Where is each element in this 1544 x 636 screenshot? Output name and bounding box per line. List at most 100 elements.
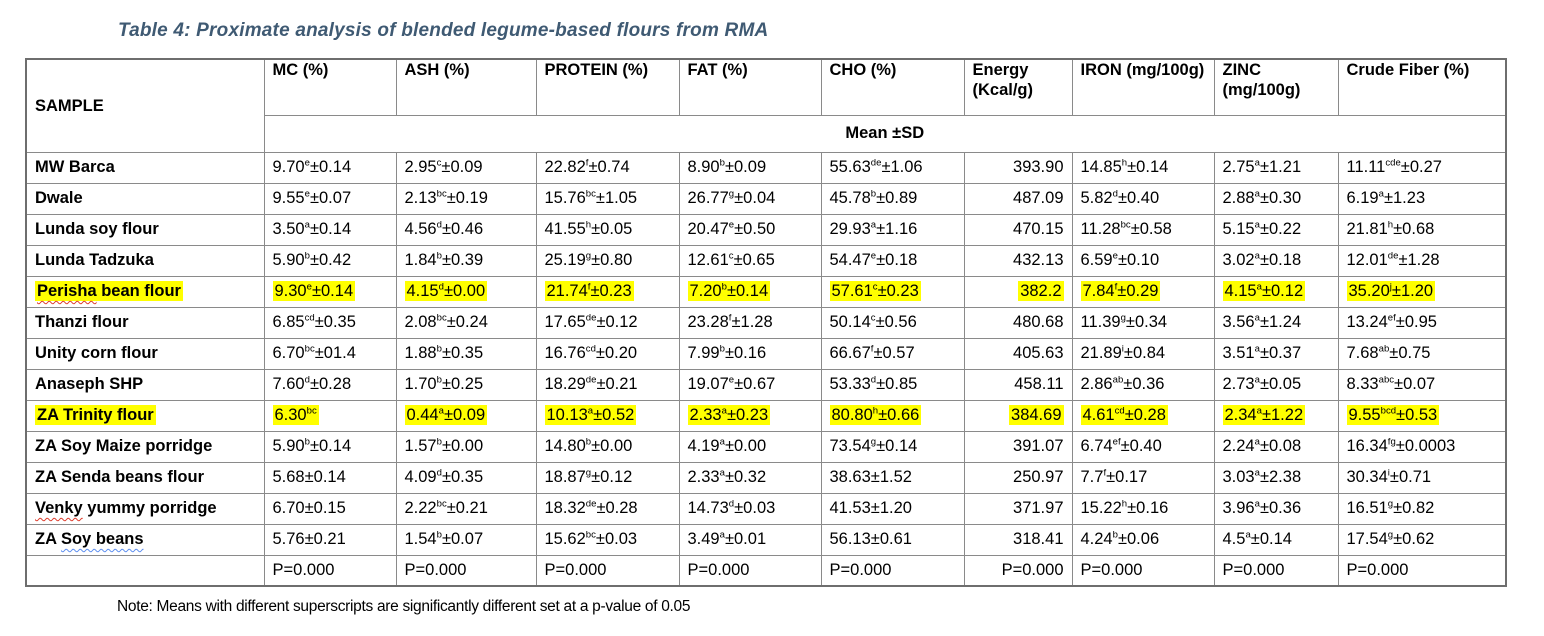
table-cell: 2.88a±0.30 — [1213, 182, 1339, 215]
table-cell: 38.63±1.52 — [820, 461, 965, 494]
table-cell: 16.76cd±0.20 — [535, 337, 680, 370]
table-cell: 2.08bc±0.24 — [395, 306, 537, 339]
table-cell: 17.65de±0.12 — [535, 306, 680, 339]
table-head: SAMPLE MC (%) ASH (%) PROTEIN (%) FAT (%) CHO… — [25, 58, 1507, 153]
table-cell: 3.50a±0.14 — [263, 213, 397, 246]
table-cell: 9.55e±0.07 — [263, 182, 397, 215]
sample-name-segment: Unity corn flour — [35, 344, 158, 362]
sample-name-segment: yummy porridge — [82, 499, 217, 517]
table-cell: 0.44a±0.09 — [395, 399, 537, 432]
table-row: Lunda Tadzuka 5.90b±0.42 1.84b±0.39 25.19g±… — [25, 244, 1507, 277]
column-header: MC (%) — [263, 58, 397, 116]
table-cell: 15.62bc±0.03 — [535, 523, 680, 556]
table-cell: 405.63 — [963, 337, 1073, 370]
table-cell: 10.13a±0.52 — [535, 399, 680, 432]
table-cell: 2.33a±0.23 — [678, 399, 822, 432]
table-cell: 35.20j±1.20 — [1337, 275, 1507, 308]
table-cell: 56.13±0.61 — [820, 523, 965, 556]
table-cell: 458.11 — [963, 368, 1073, 401]
sample-name-segment: Lunda Tadzuka — [35, 251, 154, 269]
p-value-cell: P=0.000 — [1213, 554, 1339, 587]
sample-name-segment: Dwale — [35, 189, 83, 207]
table-cell: 4.15d±0.00 — [395, 275, 537, 308]
table-cell: 16.34fg±0.0003 — [1337, 430, 1507, 463]
p-value-cell: P=0.000 — [820, 554, 965, 587]
table-cell: 371.97 — [963, 492, 1073, 525]
table-cell: 432.13 — [963, 244, 1073, 277]
column-header: CHO (%) — [820, 58, 965, 116]
sample-name-segment: Anaseph SHP — [35, 375, 144, 393]
sample-cell-empty — [25, 554, 265, 587]
sample-cell: Unity corn flour — [25, 337, 265, 370]
table-cell: 4.5a±0.14 — [1213, 523, 1339, 556]
table-cell: 4.61cd±0.28 — [1071, 399, 1215, 432]
table-cell: 5.68±0.14 — [263, 461, 397, 494]
table-cell: 2.73a±0.05 — [1213, 368, 1339, 401]
table-row: Perisha bean flour 9.30e±0.14 4.15d±0.00 21… — [25, 275, 1507, 308]
table-cell: 3.56a±1.24 — [1213, 306, 1339, 339]
sample-name-segment: bean flour — [96, 282, 181, 300]
subheader-row: Mean ±SD — [26, 114, 1507, 153]
column-header: IRON (mg/100g) — [1071, 58, 1215, 116]
table-cell: 18.32de±0.28 — [535, 492, 680, 525]
table-cell: 8.33abc±0.07 — [1337, 368, 1507, 401]
sample-cell: Anaseph SHP — [25, 368, 265, 401]
table-cell: 14.80b±0.00 — [535, 430, 680, 463]
table-cell: 7.20b±0.14 — [678, 275, 822, 308]
table-cell: 391.07 — [963, 430, 1073, 463]
table-cell: 8.90b±0.09 — [678, 151, 822, 184]
table-cell: 25.19g±0.80 — [535, 244, 680, 277]
table-cell: 21.89i±0.84 — [1071, 337, 1215, 370]
table-row: Dwale 9.55e±0.07 2.13bc±0.19 15.76bc±1.05 26… — [25, 182, 1507, 215]
sample-cell: Venky yummy porridge — [25, 492, 265, 525]
table-cell: 7.7f±0.17 — [1071, 461, 1215, 494]
table-cell: 5.90b±0.14 — [263, 430, 397, 463]
table-cell: 21.81h±0.68 — [1337, 213, 1507, 246]
table-note: Note: Means with different superscripts … — [117, 598, 691, 615]
p-value-cell: P=0.000 — [395, 554, 537, 587]
table-cell: 2.34a±1.22 — [1213, 399, 1339, 432]
table-cell: 6.70bc±01.4 — [263, 337, 397, 370]
table-cell: 15.22h±0.16 — [1071, 492, 1215, 525]
table-cell: 13.24ef±0.95 — [1337, 306, 1507, 339]
table-row: Venky yummy porridge 6.70±0.15 2.22bc±0.21… — [25, 492, 1507, 525]
header-row: SAMPLE MC (%) ASH (%) PROTEIN (%) FAT (%) CHO… — [25, 58, 1507, 153]
table-cell: 20.47e±0.50 — [678, 213, 822, 246]
table-row: Thanzi flour 6.85cd±0.35 2.08bc±0.24 17.65d… — [25, 306, 1507, 339]
sample-name-segment: ZA Senda beans flour — [35, 468, 204, 486]
sample-cell: ZA Trinity flour — [25, 399, 265, 432]
p-value-cell: P=0.000 — [1337, 554, 1507, 587]
sample-cell: ZA Senda beans flour — [25, 461, 265, 494]
table-cell: 384.69 — [963, 399, 1073, 432]
table-row: ZA Soy beans 5.76±0.21 1.54b±0.07 15.62bc±0… — [25, 523, 1507, 556]
table-cell: 50.14c±0.56 — [820, 306, 965, 339]
table-cell: 5.15a±0.22 — [1213, 213, 1339, 246]
table-cell: 4.24b±0.06 — [1071, 523, 1215, 556]
table-cell: 2.33a±0.32 — [678, 461, 822, 494]
table-cell: 3.96a±0.36 — [1213, 492, 1339, 525]
table-cell: 54.47e±0.18 — [820, 244, 965, 277]
table-cell: 7.99b±0.16 — [678, 337, 822, 370]
table-cell: 6.59e±0.10 — [1071, 244, 1215, 277]
sample-name-segment: Soy beans — [60, 530, 144, 548]
sample-name-segment: ZA Soy Maize porridge — [35, 437, 213, 455]
column-header: Energy (Kcal/g) — [963, 58, 1073, 116]
sample-cell: ZA Soy beans — [25, 523, 265, 556]
sample-name-segment: MW Barca — [35, 158, 115, 176]
column-header-sample: SAMPLE — [25, 58, 265, 153]
table-row: Anaseph SHP 7.60d±0.28 1.70b±0.25 18.29de±0… — [25, 368, 1507, 401]
table-row: Lunda soy flour 3.50a±0.14 4.56d±0.46 41.55… — [25, 213, 1507, 246]
table-cell: 3.51a±0.37 — [1213, 337, 1339, 370]
table-cell: 5.76±0.21 — [263, 523, 397, 556]
table-cell: 2.75a±1.21 — [1213, 151, 1339, 184]
table-cell: 4.15a±0.12 — [1213, 275, 1339, 308]
p-value-row: P=0.000 P=0.000 P=0.000 P=0.000 P=0.000 P=0.0… — [25, 554, 1507, 587]
table-cell: 29.93a±1.16 — [820, 213, 965, 246]
table-cell: 18.87g±0.12 — [535, 461, 680, 494]
table-cell: 6.30bc — [263, 399, 397, 432]
table-cell: 5.90b±0.42 — [263, 244, 397, 277]
table-row: ZA Senda beans flour 5.68±0.14 4.09d±0.35 1… — [25, 461, 1507, 494]
p-value-cell: P=0.000 — [678, 554, 822, 587]
sample-name-segment: Lunda soy flour — [35, 220, 159, 238]
sample-name-segment: Venky — [35, 499, 83, 517]
